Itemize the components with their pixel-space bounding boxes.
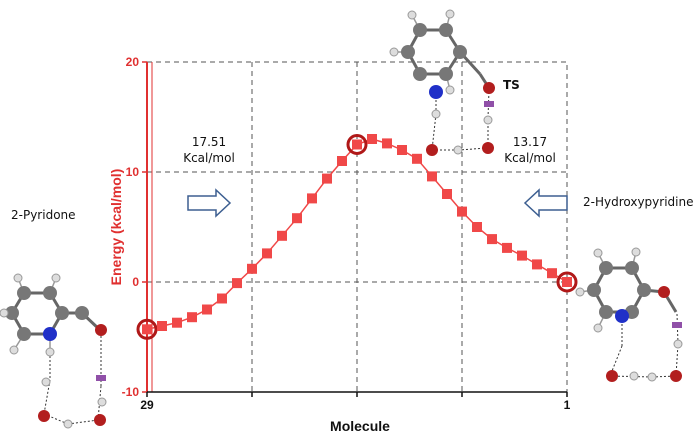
highlight-circle — [346, 134, 368, 155]
y-tick-label: -10 — [122, 385, 140, 399]
data-point — [397, 145, 407, 155]
highlight-circle — [556, 271, 578, 293]
data-point — [457, 206, 467, 217]
data-point — [142, 324, 152, 335]
right-barrier-value: 13.17 — [513, 135, 547, 149]
x-tick-label: 29 — [140, 398, 154, 412]
right-arrow-icon — [187, 188, 232, 218]
data-point — [412, 153, 422, 164]
data-point — [547, 268, 557, 279]
y-ticks: -10 0 10 20 — [122, 55, 147, 399]
molecule-2-pyridone-icon — [0, 273, 107, 429]
data-point — [337, 156, 347, 166]
data-point — [217, 293, 227, 304]
x-tick-label: 1 — [564, 398, 571, 412]
grid-lines — [147, 62, 567, 392]
left-arrow-icon — [523, 188, 568, 218]
data-point — [472, 222, 482, 232]
data-point — [202, 304, 212, 315]
x-axis-title: Molecule — [330, 418, 390, 434]
highlight-circle — [136, 318, 158, 340]
left-species-label: 2-Pyridone — [11, 208, 76, 222]
x-ticks: 29 1 — [140, 392, 571, 412]
data-point — [532, 259, 542, 270]
right-species-label: 2-Hydroxypyridine — [583, 195, 693, 209]
molecule-ts-icon — [389, 9, 495, 156]
y-tick-label: 20 — [126, 55, 140, 69]
y-tick-label: 0 — [132, 275, 139, 289]
data-point — [487, 234, 497, 245]
data-point — [517, 250, 527, 261]
data-point — [292, 213, 302, 224]
data-point — [247, 263, 257, 274]
y-axis-title: Energy (kcal/mol) — [108, 169, 124, 286]
series-energy — [136, 134, 578, 340]
data-point — [277, 230, 287, 241]
data-point — [157, 321, 167, 331]
data-point — [367, 134, 377, 144]
data-point — [427, 171, 437, 182]
data-point — [187, 312, 197, 323]
left-barrier-unit: Kcal/mol — [183, 151, 235, 165]
data-point — [232, 278, 242, 289]
data-point — [562, 277, 572, 287]
right-barrier-unit: Kcal/mol — [504, 151, 556, 165]
data-point — [352, 139, 362, 150]
left-barrier-value: 17.51 — [192, 135, 226, 149]
data-point — [502, 242, 512, 253]
data-point — [382, 138, 392, 149]
y-tick-label: 10 — [126, 165, 140, 179]
data-point — [442, 189, 452, 199]
ts-label: TS — [503, 78, 520, 92]
data-point — [307, 193, 317, 204]
data-point — [322, 173, 332, 184]
data-point — [262, 248, 272, 259]
data-point — [172, 317, 182, 328]
molecule-2-hydroxypyridine-icon — [575, 247, 683, 382]
